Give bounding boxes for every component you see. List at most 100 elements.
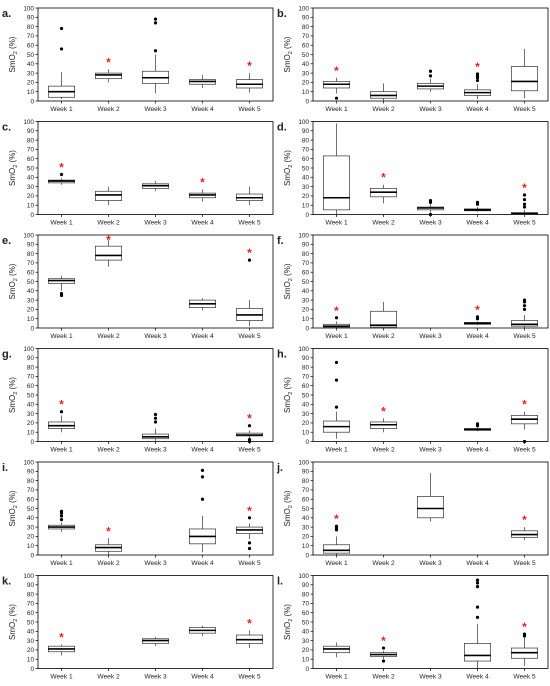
panel-label: b. [277,8,287,20]
x-tick-label: Week 4 [191,674,214,681]
y-axis-title: SmO2 (%) [8,263,19,299]
x-tick-label: Week 1 [325,560,348,567]
box-week-5: * [510,513,539,541]
y-tick-label: 0 [30,98,34,105]
x-tick-label: Week 5 [238,333,261,340]
x-tick-label: Week 3 [144,333,167,340]
x-tick-label: Week 3 [144,106,167,113]
outlier-point [59,26,64,31]
y-tick-label: 50 [27,506,35,513]
significance-asterisk: * [381,404,386,418]
y-tick-label: 60 [27,156,35,163]
y-axis-title: SmO2 (%) [283,490,294,526]
x-tick-label: Week 3 [144,220,167,227]
x-tick-label: Week 5 [238,560,261,567]
box-week-3 [141,181,170,192]
box-week-2: * [94,55,123,83]
outlier-point [522,202,527,206]
outlier-point [334,316,339,320]
x-tick-label: Week 4 [191,560,214,567]
x-tick-label: Week 4 [191,333,214,340]
y-tick-label: 50 [27,392,35,399]
significance-asterisk: * [522,620,527,634]
y-tick-label: 0 [305,666,309,673]
y-tick-label: 60 [302,270,310,277]
significance-asterisk: * [247,616,252,630]
y-tick-label: 80 [302,591,310,598]
panel-d: d. 0 10 20 30 40 50 60 70 80 90 100 SmO2 (%) Week 1 We… [277,119,549,227]
box-week-3 [416,69,445,92]
y-tick-label: 70 [302,374,310,381]
significance-asterisk: * [59,161,64,175]
box-week-1: * [47,161,76,185]
y-tick-label: 40 [27,175,35,182]
significance-asterisk: * [59,398,64,412]
y-tick-label: 90 [302,128,310,135]
box-week-2 [94,186,123,206]
y-tick-label: 50 [27,279,35,286]
box-week-1 [47,275,76,298]
outlier-point [475,605,480,609]
box-week-3 [416,198,445,217]
y-axis-title: SmO2 (%) [283,36,294,72]
outlier-point [522,298,527,302]
box-week-2 [369,301,398,328]
x-tick-label: Week 3 [419,447,442,454]
y-tick-label: 40 [302,515,310,522]
y-tick-label: 60 [27,270,35,277]
plot-frame [37,461,274,556]
box-week-5: * [235,504,264,551]
y-tick-label: 100 [298,346,309,353]
box-week-5 [510,298,539,328]
box-iqr [416,496,445,519]
y-tick-label: 30 [302,411,310,418]
y-tick-label: 100 [298,119,309,126]
y-tick-label: 100 [23,459,34,466]
y-tick-label: 50 [27,619,35,626]
significance-asterisk: * [247,412,252,426]
y-tick-label: 20 [27,534,35,541]
outlier-point [247,258,252,262]
y-tick-label: 20 [302,80,310,87]
x-tick-label: Week 3 [419,106,442,113]
y-tick-label: 90 [27,15,35,22]
x-tick-label: Week 2 [97,674,120,681]
y-tick-label: 80 [302,137,310,144]
outlier-point [428,198,433,203]
box-week-5: * [510,620,539,666]
y-tick-label: 10 [302,657,310,664]
box-week-2: * [94,524,123,555]
y-tick-label: 60 [302,497,310,504]
outlier-point [334,405,339,409]
x-tick-label: Week 1 [50,333,73,340]
x-tick-label: Week 3 [419,333,442,340]
y-tick-label: 0 [305,98,309,105]
outlier-point [247,516,252,520]
y-tick-label: 60 [27,497,35,504]
significance-asterisk: * [522,181,527,195]
y-tick-label: 100 [23,346,34,353]
outlier-point [59,514,64,518]
y-tick-label: 20 [302,534,310,541]
panel-a: a. 0 10 20 30 40 50 60 70 80 90 100 SmO2 (%) Week 1 We… [2,5,274,113]
y-tick-label: 30 [302,638,310,645]
x-tick-label: Week 2 [372,333,395,340]
y-tick-label: 90 [27,355,35,362]
y-tick-label: 30 [27,524,35,531]
x-tick-label: Week 4 [466,674,489,681]
y-tick-label: 90 [27,582,35,589]
y-tick-label: 70 [27,374,35,381]
y-tick-label: 100 [298,5,309,12]
box-week-3 [141,412,170,442]
outlier-point [334,96,339,100]
outlier-point [522,205,527,209]
outlier-point [475,422,480,426]
y-tick-label: 10 [302,430,310,437]
box-iqr [94,245,123,261]
y-tick-label: 100 [298,232,309,239]
y-tick-label: 100 [23,119,34,126]
y-tick-label: 60 [302,383,310,390]
box-week-3 [416,473,445,522]
y-tick-label: 60 [27,610,35,617]
box-week-4 [188,468,217,553]
